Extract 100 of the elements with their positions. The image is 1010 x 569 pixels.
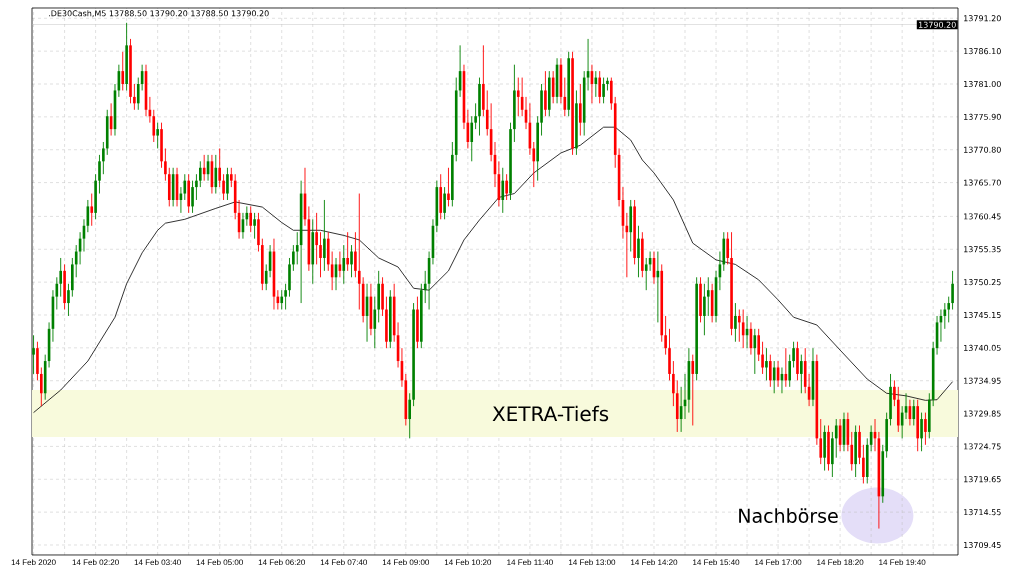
candlestick [342,244,346,285]
candlestick [761,341,764,375]
candlestick [470,115,474,162]
y-tick-label: 13734.95 [964,377,1001,384]
candlestick [32,334,35,375]
x-tick-label: 14 Feb 18:20 [817,559,864,566]
x-tick-label: 14 Feb 13:00 [568,559,616,566]
candlestick [214,154,218,194]
candlestick [706,276,710,317]
candlestick [121,51,125,91]
x-tick-label: 14 Feb 05:00 [196,559,243,566]
candlestick [862,444,865,484]
ref-line-label: 13790.20 [919,21,956,28]
x-tick-label: 14 Feb 02:20 [72,559,119,566]
y-tick-label: 13791.20 [964,15,1001,22]
candlestick [920,412,923,452]
candlestick [788,354,792,388]
x-tick-label: 14 Feb 14:20 [631,559,678,566]
y-tick-label: 13745.15 [964,311,1001,319]
candlestick [947,296,951,323]
candlestick [691,354,695,426]
x-tick-label: 14 Feb 17:00 [755,559,802,566]
candlestick [924,412,927,446]
candlestick [737,309,741,343]
candlestick [59,257,63,298]
candlestick [315,212,318,265]
candlestick [249,205,253,233]
candlestick [765,347,768,381]
candlestick [195,173,198,201]
candlestick [164,147,167,182]
y-tick-label: 13775.90 [964,113,1001,120]
x-tick-label: 14 Feb 11:40 [507,559,553,566]
candlestick [598,70,602,104]
candlestick [753,328,757,375]
candlestick [90,193,94,227]
candlestick [544,70,547,117]
candlestick [734,302,737,343]
y-tick-label: 13740.05 [964,344,1001,351]
y-tick-label: 13781.00 [964,80,1001,88]
chart-title: .DE30Cash,M5 13788.50 13790.20 13788.50 13790.20 [49,10,269,18]
y-tick-label: 13719.65 [964,476,1001,483]
x-tick-label: 14 Feb 15:40 [693,559,740,566]
candlestick [834,418,838,459]
candlestick [156,122,159,149]
candlestick [893,379,896,407]
candlestick [280,289,284,310]
candlestick [222,173,225,201]
candlestick [284,283,287,310]
y-tick-label: 13729.85 [964,410,1001,417]
candlestick [726,231,729,265]
candlestick [951,270,954,310]
candlestick [133,83,136,111]
y-tick-label: 13755.35 [964,246,1001,253]
candlestick [800,354,803,394]
candlestick [579,83,582,136]
x-tick-label: 14 Feb 19:40 [879,559,926,566]
candlestick [67,283,70,317]
y-tick-label: 13724.75 [964,443,1001,450]
candlestick [637,225,640,278]
band-label: XETRA-Tiefs [492,405,609,422]
candlestick [198,160,202,188]
x-tick-label: 14 Feb 03:40 [134,559,181,566]
candlestick [102,141,105,175]
candlestick [516,77,520,117]
candlestick [346,231,349,272]
candlestick [501,167,505,214]
candlestick [323,199,326,272]
candlestick [218,147,222,188]
x-tick-label: 14 Feb 10:20 [444,559,492,566]
candlestick [40,367,43,407]
candlestick [769,354,772,388]
y-tick-label: 13709.45 [964,541,1001,549]
candlestick [350,244,353,278]
candlestick [474,102,477,130]
candlestick [447,167,450,207]
x-tick-label: 14 Feb 06:20 [258,559,305,566]
candlestick [792,341,795,368]
candlestick [703,283,706,336]
candlestick [253,212,256,240]
candlestick [354,231,357,278]
x-tick-label: 14 Feb 07:40 [320,559,368,566]
y-tick-label: 13770.80 [964,146,1001,153]
candlestick [191,180,194,214]
candlestick [912,399,916,426]
y-tick-label: 13714.55 [964,509,1001,516]
candlestick [319,231,322,278]
candlestick [443,186,446,220]
candlestick [664,315,667,356]
annotation: Nachbörse [739,508,838,523]
candlestick [408,392,412,439]
candlestick [357,193,361,310]
x-tick-label: 14 Feb 09:00 [382,559,430,566]
candlestick [230,167,233,188]
candlestick [672,360,675,407]
candlestick [602,77,605,104]
y-tick-label: 13786.10 [964,48,1001,55]
candlestick [226,167,229,201]
candlestick [373,296,377,349]
y-tick-label: 13760.45 [964,213,1001,220]
candlestick [292,244,295,272]
